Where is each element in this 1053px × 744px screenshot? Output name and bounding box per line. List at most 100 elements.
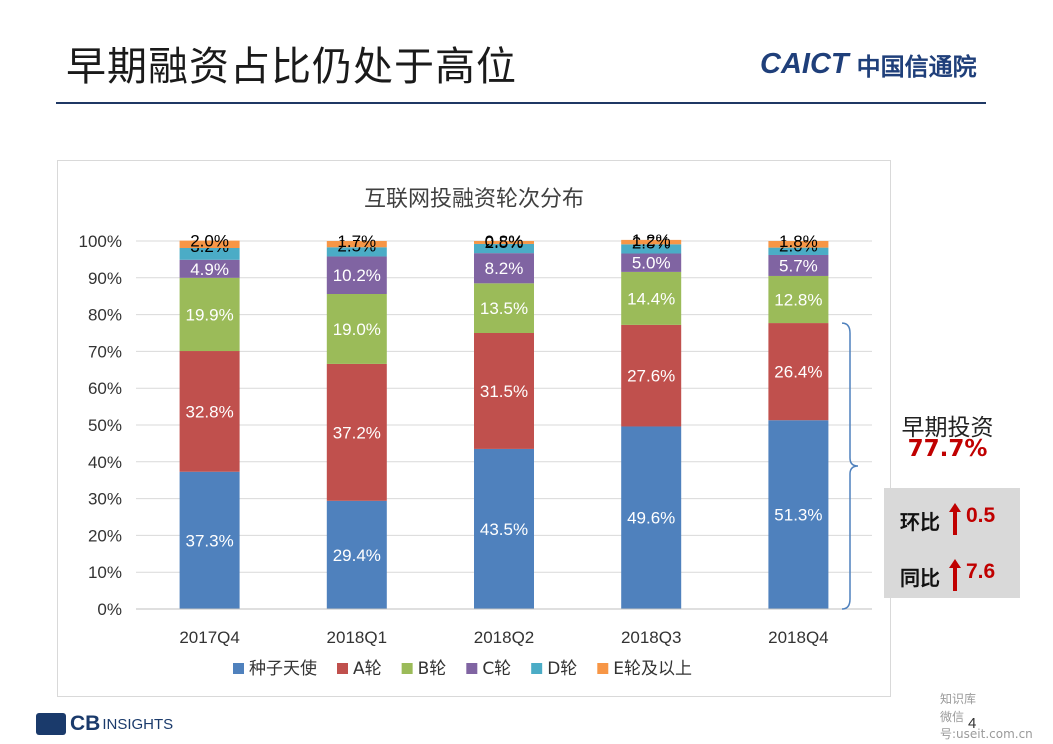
bar-segment (768, 254, 829, 276)
x-tick-label: 2018Q2 (474, 628, 535, 647)
bar-segment (621, 426, 682, 609)
bar-segment (621, 271, 682, 325)
data-label: 13.5% (480, 299, 528, 318)
bar-segment (474, 241, 534, 244)
data-label: 4.9% (190, 260, 229, 279)
cb-logo-primary: CB (70, 712, 101, 735)
cb-mark-icon (36, 713, 66, 735)
legend-swatch (233, 663, 244, 674)
x-tick-label: 2018Q1 (327, 628, 388, 647)
title-divider (56, 102, 986, 104)
bar-segment (474, 448, 534, 609)
qoq-label: 环比 (900, 510, 940, 534)
early-stage-value: 77.7% (907, 436, 988, 462)
y-tick-label: 10% (88, 563, 122, 582)
data-label: 5.0% (632, 254, 671, 273)
bar-segment (474, 253, 534, 284)
data-label: 32.8% (185, 402, 233, 421)
legend-label: A轮 (353, 659, 382, 679)
data-label: 19.0% (333, 320, 381, 339)
up-arrow-icon (949, 503, 961, 535)
yoy-label: 同比 (900, 566, 940, 590)
data-label: 1.8% (779, 232, 818, 251)
bar-segment (179, 247, 240, 260)
data-label: 37.3% (185, 531, 233, 550)
legend-label: C轮 (482, 659, 511, 679)
stacked-bar-chart: 互联网投融资轮次分布 0% 10% 20% 30% 40% 50% 60% 70% 80% 90% 1… (79, 187, 872, 679)
yoy-value: 7.6 (966, 560, 996, 583)
early-stage-brace (841, 322, 859, 610)
bar-segment (179, 277, 240, 352)
legend-label: B轮 (418, 659, 447, 679)
data-label: 0.8% (485, 232, 524, 251)
y-tick-label: 60% (88, 379, 122, 398)
bar-segment (768, 420, 829, 609)
bar-segment (621, 239, 682, 245)
data-label: 1.7% (337, 232, 376, 251)
x-tick-label: 2018Q4 (768, 628, 829, 647)
qoq-stat: 环比 0.5 (884, 498, 1020, 538)
logo-en-text: CAICT (760, 47, 849, 80)
watermark-line1: 知识库 (940, 692, 977, 706)
y-tick-label: 20% (88, 526, 122, 545)
growth-stats-box: 环比 0.5 同比 7.6 (884, 488, 1020, 598)
legend-swatch (466, 663, 478, 674)
up-arrow-icon (949, 559, 961, 591)
bar-segment (768, 241, 829, 248)
page-title: 早期融资占比仍处于高位 (66, 44, 517, 90)
data-label: 5.7% (779, 256, 818, 275)
bar-segment (621, 324, 682, 427)
data-label: 19.9% (185, 305, 233, 324)
bar-segment (474, 283, 534, 333)
bar-segment (768, 247, 829, 255)
y-tick-label: 70% (88, 342, 122, 361)
data-label: 51.3% (774, 506, 822, 525)
cb-logo-secondary: INSIGHTS (102, 715, 174, 733)
bar-segment (179, 259, 240, 278)
bar-segment (621, 244, 682, 254)
data-label: 43.5% (480, 520, 528, 539)
early-stage-label: 早期投资 (901, 415, 994, 441)
bar-segment (179, 240, 240, 248)
bar-segment (474, 333, 534, 449)
x-tick-label: 2018Q3 (621, 628, 682, 647)
bar-segment (326, 363, 387, 501)
chart-frame: 互联网投融资轮次分布 0% 10% 20% 30% 40% 50% 60% 70% 80% 90% 1… (57, 160, 891, 697)
legend-swatch (531, 663, 543, 674)
data-label: 12.8% (774, 291, 822, 310)
legend-label: E轮及以上 (613, 659, 692, 679)
y-tick-label: 50% (88, 416, 122, 435)
bar-segment (768, 275, 829, 324)
legend-label: D轮 (547, 659, 577, 679)
yoy-stat: 同比 7.6 (884, 554, 1020, 594)
data-label: 26.4% (774, 363, 822, 382)
y-tick-label: 40% (88, 453, 122, 472)
y-tick-label: 80% (88, 306, 122, 325)
data-label: 10.2% (333, 266, 381, 285)
y-tick-label: 30% (88, 490, 122, 509)
watermark-line2: 微信号:useit.com.cn (940, 710, 1033, 741)
legend-swatch (597, 663, 609, 674)
chart-title: 互联网投融资轮次分布 (364, 187, 584, 212)
cb-insights-logo: CB INSIGHTS (36, 712, 173, 736)
bar-segment (326, 247, 387, 257)
bar-segment (326, 241, 387, 248)
bar-segment (326, 256, 387, 294)
data-label: 31.5% (480, 382, 528, 401)
qoq-value: 0.5 (966, 504, 996, 527)
bar-segment (474, 243, 534, 254)
legend-swatch (337, 663, 348, 674)
bar-segment (768, 323, 829, 421)
logo-cn-text: 中国信通院 (856, 52, 977, 81)
bar-segment (179, 471, 240, 609)
data-label: 37.2% (333, 423, 381, 442)
y-tick-label: 100% (79, 232, 122, 251)
data-label: 49.6% (627, 509, 675, 528)
caict-logo: CAICT 中国信通院 (760, 44, 977, 84)
data-label: 2.0% (190, 232, 229, 251)
data-label: 27.6% (627, 367, 675, 386)
data-label: 1.2% (632, 231, 671, 250)
data-label: 14.4% (627, 289, 675, 308)
bar-segment (621, 253, 682, 272)
data-label: 29.4% (333, 546, 381, 565)
